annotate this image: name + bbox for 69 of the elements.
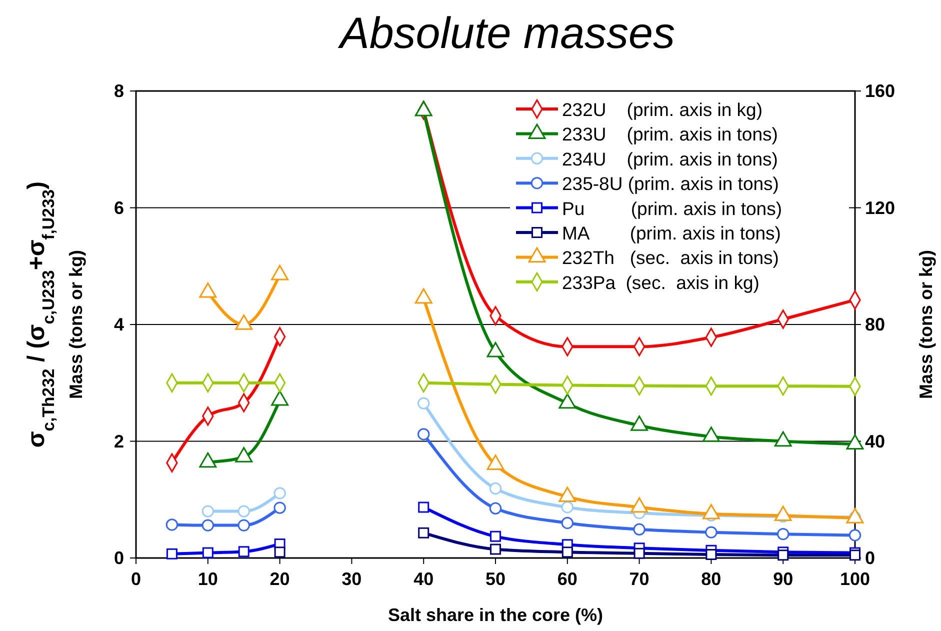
point <box>418 527 430 538</box>
point <box>706 549 717 560</box>
point <box>634 548 645 559</box>
point <box>238 519 250 532</box>
legend-label: 232U (prim. axis in kg) <box>562 99 762 120</box>
point <box>490 530 501 542</box>
point <box>274 546 286 558</box>
point <box>562 546 573 558</box>
point <box>418 502 430 513</box>
y-tick-label: 2 <box>114 431 124 452</box>
point <box>166 518 178 531</box>
point <box>166 548 178 560</box>
legend-label: 233U (prim. axis in tons) <box>562 124 778 145</box>
x-tick-label: 30 <box>342 569 362 589</box>
chart-title: Absolute masses <box>336 9 676 58</box>
y2-axis-title: Mass (tons or kg) <box>916 250 936 400</box>
point <box>848 529 862 542</box>
legend-label: MA (prim. axis in tons) <box>562 222 781 244</box>
point <box>238 505 250 518</box>
point <box>705 526 718 538</box>
point <box>418 397 430 410</box>
point <box>274 487 286 500</box>
point <box>238 546 250 558</box>
y2-tick-label: 160 <box>865 81 896 101</box>
y-tick-label: 0 <box>114 548 124 568</box>
point <box>202 547 214 558</box>
x-tick-label: 20 <box>270 569 290 589</box>
x-tick-label: 90 <box>773 569 794 589</box>
x-tick-label: 70 <box>629 569 650 589</box>
x-tick-label: 50 <box>485 569 506 589</box>
point <box>558 486 576 502</box>
legend-label: 235-8U (prim. axis in tons) <box>562 173 779 194</box>
y2-tick-label: 80 <box>865 314 886 334</box>
x-tick-label: 10 <box>198 569 218 589</box>
y-tick-label: 6 <box>114 198 124 218</box>
y2-tick-label: 120 <box>865 198 896 218</box>
point <box>202 519 214 532</box>
y2-tick-label: 0 <box>865 548 876 568</box>
point <box>777 528 790 540</box>
x-tick-label: 0 <box>130 569 142 589</box>
point <box>630 497 648 513</box>
point <box>702 504 720 520</box>
point <box>274 502 286 514</box>
legend-label: 233Pa (sec. axis in kg) <box>562 272 760 293</box>
point <box>850 550 860 561</box>
legend-label: 232Th (sec. axis in tons) <box>562 247 779 268</box>
x-axis-title: Salt share in the core (%) <box>388 605 604 625</box>
point <box>561 516 574 530</box>
x-tick-label: 60 <box>557 569 578 589</box>
y-axis-title: Mass (tons or kg) <box>66 250 86 400</box>
point <box>486 454 504 470</box>
point <box>561 501 574 514</box>
y2-tick-label: 40 <box>865 431 886 452</box>
point <box>489 482 502 495</box>
y-tick-label: 8 <box>114 81 124 101</box>
x-tick-label: 80 <box>701 569 722 589</box>
legend-label: Pu (prim. axis in tons) <box>562 198 782 219</box>
point <box>418 428 430 440</box>
legend-label: 234U (prim. axis in tons) <box>562 148 778 170</box>
x-tick-label: 40 <box>414 569 434 589</box>
point <box>489 502 502 514</box>
point <box>202 505 214 518</box>
point <box>774 506 792 522</box>
point <box>490 544 501 555</box>
point <box>846 508 864 524</box>
point <box>778 550 789 561</box>
x-tick-label: 100 <box>840 569 870 589</box>
point <box>633 523 646 536</box>
y-tick-label: 4 <box>114 314 124 334</box>
